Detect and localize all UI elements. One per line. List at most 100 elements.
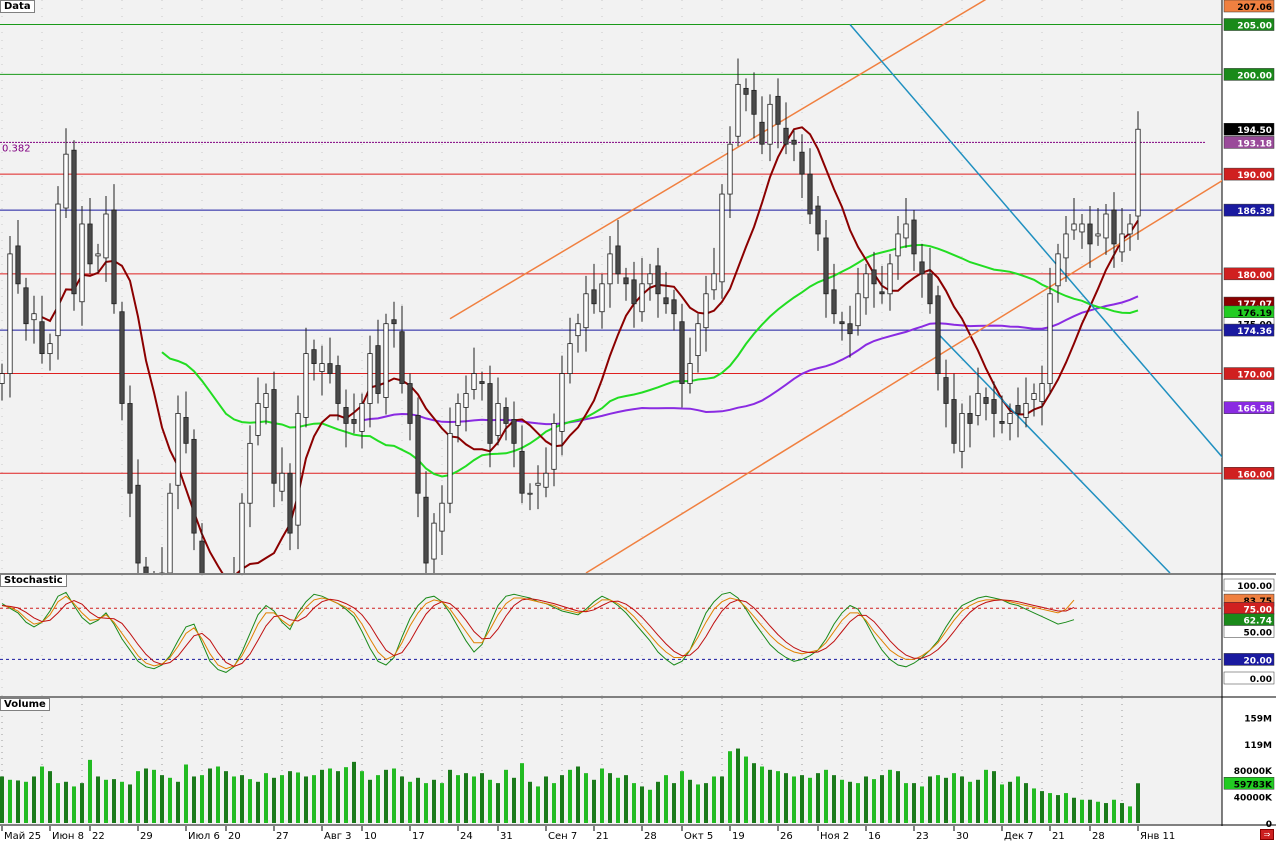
candle[interactable]: [631, 279, 637, 305]
volume-bar[interactable]: [32, 776, 36, 823]
candle[interactable]: [375, 345, 381, 394]
volume-bar[interactable]: [1088, 799, 1092, 823]
candle[interactable]: [1103, 213, 1109, 239]
volume-bar[interactable]: [112, 779, 116, 823]
candle[interactable]: [663, 297, 669, 305]
candle[interactable]: [815, 205, 821, 235]
volume-bar[interactable]: [488, 779, 492, 823]
candle[interactable]: [1063, 233, 1069, 259]
volume-bar[interactable]: [24, 781, 28, 823]
volume-bar[interactable]: [952, 773, 956, 823]
volume-bar[interactable]: [536, 786, 540, 823]
ma-dark-red-line[interactable]: [41, 126, 1139, 579]
volume-bar[interactable]: [152, 769, 156, 823]
volume-bar[interactable]: [752, 763, 756, 823]
volume-bar[interactable]: [744, 756, 748, 823]
candle[interactable]: [1031, 393, 1037, 400]
candle[interactable]: [919, 261, 925, 275]
candle[interactable]: [183, 417, 189, 444]
candle[interactable]: [551, 423, 557, 470]
channel-lower-line[interactable]: [585, 94, 1276, 573]
volume-bar[interactable]: [1104, 803, 1108, 823]
volume-bar[interactable]: [664, 775, 668, 823]
volume-bar[interactable]: [1056, 795, 1060, 823]
volume-bar[interactable]: [672, 783, 676, 823]
volume-bar[interactable]: [904, 783, 908, 823]
volume-bar[interactable]: [480, 773, 484, 823]
volume-bar[interactable]: [240, 775, 244, 823]
volume-bar[interactable]: [248, 779, 252, 823]
candle[interactable]: [463, 393, 469, 408]
candle[interactable]: [79, 223, 85, 303]
volume-bar[interactable]: [552, 783, 556, 823]
volume-bar[interactable]: [264, 773, 268, 823]
channel-upper-line[interactable]: [449, 0, 1276, 320]
volume-bar[interactable]: [312, 775, 316, 823]
volume-bar[interactable]: [184, 764, 188, 823]
candle[interactable]: [1087, 223, 1093, 245]
candle[interactable]: [247, 442, 253, 504]
volume-bar[interactable]: [1008, 781, 1012, 823]
candle[interactable]: [503, 407, 509, 424]
candle[interactable]: [191, 438, 197, 534]
volume-bar[interactable]: [368, 779, 372, 823]
volume-bar[interactable]: [344, 767, 348, 823]
volume-bar[interactable]: [616, 777, 620, 823]
volume-bar[interactable]: [984, 769, 988, 823]
candle[interactable]: [983, 397, 989, 404]
candle[interactable]: [143, 566, 149, 593]
candle[interactable]: [343, 407, 349, 424]
volume-bar[interactable]: [912, 783, 916, 823]
volume-bar[interactable]: [336, 771, 340, 823]
volume-bar[interactable]: [448, 769, 452, 823]
volume-bar[interactable]: [688, 779, 692, 823]
candle[interactable]: [535, 482, 541, 486]
candle[interactable]: [383, 323, 389, 398]
candle[interactable]: [695, 323, 701, 357]
candle[interactable]: [135, 484, 141, 564]
ma-green-line[interactable]: [161, 243, 1139, 478]
volume-bar[interactable]: [1120, 803, 1124, 823]
candle[interactable]: [647, 273, 653, 285]
volume-bar[interactable]: [272, 777, 276, 823]
candle[interactable]: [623, 277, 629, 285]
volume-bar[interactable]: [520, 763, 524, 823]
stoch-signal-line[interactable]: [1, 598, 1075, 668]
candle[interactable]: [335, 365, 341, 404]
candle[interactable]: [895, 233, 901, 257]
candle[interactable]: [287, 472, 293, 534]
volume-bar[interactable]: [640, 786, 644, 823]
volume-bar[interactable]: [64, 781, 68, 823]
volume-bar[interactable]: [48, 771, 52, 823]
candle[interactable]: [871, 269, 877, 285]
volume-bar[interactable]: [656, 781, 660, 823]
volume-bar[interactable]: [384, 769, 388, 823]
volume-bar[interactable]: [920, 786, 924, 823]
candle[interactable]: [719, 193, 725, 283]
stoch-line-slow[interactable]: [1, 595, 1075, 670]
volume-bar[interactable]: [960, 776, 964, 823]
volume-bar[interactable]: [16, 780, 20, 823]
candle[interactable]: [447, 432, 453, 504]
volume-bar[interactable]: [680, 771, 684, 823]
volume-bar[interactable]: [760, 766, 764, 824]
candle[interactable]: [119, 311, 125, 404]
volume-bar[interactable]: [592, 779, 596, 823]
volume-bar[interactable]: [280, 775, 284, 823]
candle[interactable]: [279, 472, 285, 492]
candle[interactable]: [519, 450, 525, 494]
candle[interactable]: [879, 291, 885, 295]
volume-bar[interactable]: [472, 776, 476, 823]
candle[interactable]: [1023, 403, 1029, 418]
candle[interactable]: [775, 95, 781, 125]
volume-bar[interactable]: [232, 776, 236, 823]
volume-bar[interactable]: [872, 779, 876, 823]
volume-bar[interactable]: [728, 751, 732, 823]
volume-bar[interactable]: [632, 783, 636, 823]
down-channel-lower-line[interactable]: [937, 333, 1171, 573]
volume-bar[interactable]: [776, 771, 780, 823]
candle[interactable]: [63, 153, 69, 209]
volume-bar[interactable]: [696, 784, 700, 823]
candle[interactable]: [951, 399, 957, 444]
candle[interactable]: [423, 496, 429, 564]
